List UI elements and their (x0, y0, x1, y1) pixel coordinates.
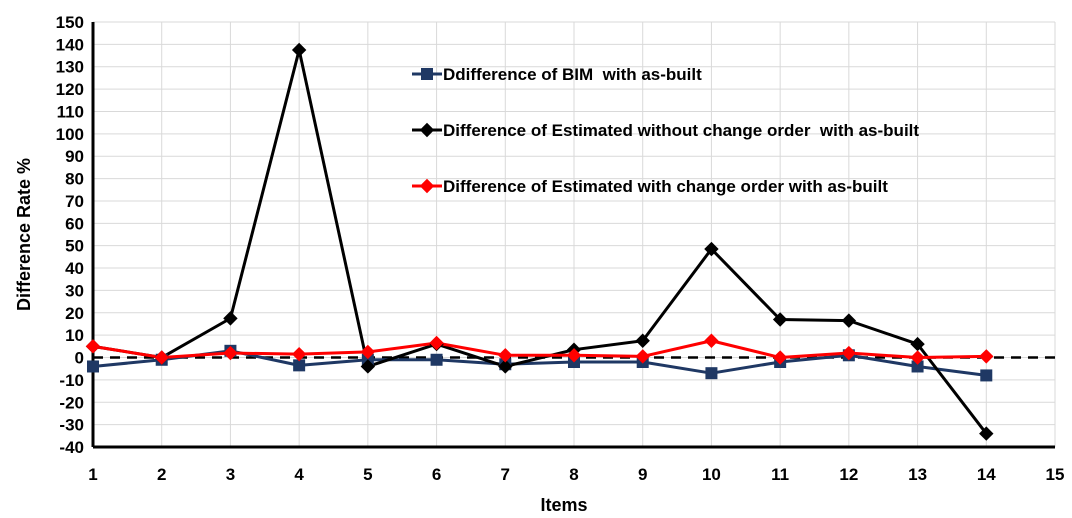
y-tick-label-10: 10 (65, 326, 84, 345)
x-tick-label-12: 12 (839, 465, 858, 484)
x-tick-label-7: 7 (501, 465, 510, 484)
data-point-bim-4 (293, 359, 306, 372)
data-point-estimated-without-change-order-14 (979, 426, 994, 441)
x-tick-label-4: 4 (294, 465, 304, 484)
data-point-estimated-with-change-order-7 (498, 348, 513, 363)
series-lines (92, 48, 988, 435)
data-point-bim-14 (980, 369, 993, 382)
data-point-estimated-with-change-order-4 (291, 346, 307, 362)
x-tick-label-13: 13 (908, 465, 927, 484)
series-line-estimated-without-change-order (92, 48, 988, 435)
data-point-estimated-with-change-order-9 (635, 349, 650, 364)
data-point-estimated-without-change-order-12 (841, 313, 857, 328)
grid-lines (92, 21, 1056, 448)
y-axis-title: Difference Rate % (14, 158, 34, 311)
series-points-estimated-with-change-order (85, 333, 994, 365)
data-point-estimated-with-change-order-5 (360, 344, 376, 360)
x-tick-label-14: 14 (977, 465, 996, 484)
data-point-estimated-without-change-order-3 (223, 311, 238, 326)
x-tick-label-15: 15 (1046, 465, 1065, 484)
y-tick-label-140: 140 (56, 35, 84, 54)
data-point-estimated-with-change-order-8 (566, 348, 582, 363)
y-tick-label-130: 130 (56, 58, 84, 77)
y-tick-label-50: 50 (65, 237, 84, 256)
y-tick-label-110: 110 (57, 102, 84, 121)
data-point-bim-10 (705, 367, 718, 380)
legend-marker-estimated-with-change-order (419, 178, 435, 194)
x-tick-label-3: 3 (226, 465, 235, 484)
y-tick-label-20: 20 (65, 304, 84, 323)
data-point-estimated-without-change-order-4 (291, 42, 307, 58)
legend-label-estimated-with-change-order: Difference of Estimated with change orde… (443, 177, 888, 196)
x-tick-label-11: 11 (771, 465, 789, 484)
y-tick-label-70: 70 (65, 192, 84, 211)
y-tick-label-150: 150 (56, 13, 84, 32)
legend-label-bim: Ddifference of BIM with as-built (443, 65, 702, 84)
x-tick-label-1: 1 (88, 465, 97, 484)
data-point-estimated-with-change-order-11 (772, 350, 788, 365)
data-point-estimated-with-change-order-14 (979, 349, 994, 364)
data-point-estimated-with-change-order-2 (154, 350, 169, 365)
y-tick-label-100: 100 (56, 125, 84, 144)
y-tick-label-0: 0 (75, 349, 84, 368)
x-axis-title: Items (540, 495, 587, 515)
data-point-estimated-without-change-order-7 (498, 359, 513, 374)
data-point-estimated-without-change-order-10 (704, 241, 719, 257)
series-points-estimated-without-change-order (85, 42, 994, 441)
axes (91, 22, 1055, 449)
data-point-bim-6 (430, 353, 443, 366)
y-tick-label--10: -10 (59, 371, 84, 390)
legend: Ddifference of BIM with as-built Differen… (412, 65, 919, 196)
data-point-estimated-without-change-order-9 (635, 333, 650, 348)
x-tick-label-8: 8 (569, 465, 578, 484)
y-tick-label--20: -20 (59, 393, 84, 412)
data-point-estimated-with-change-order-13 (910, 350, 925, 365)
y-tick-label-60: 60 (65, 214, 84, 233)
data-point-estimated-with-change-order-1 (85, 339, 101, 354)
x-tick-label-5: 5 (363, 465, 372, 484)
x-tick-label-2: 2 (157, 465, 166, 484)
data-point-bim-1 (87, 360, 99, 373)
y-tick-labels: -40 -30 -20 -10 0 10 20 30 40 50 60 70 80 90 100 110 120… (56, 13, 84, 457)
x-tick-label-10: 10 (702, 465, 721, 484)
data-point-estimated-with-change-order-12 (841, 345, 857, 361)
x-tick-labels: 1 2 3 4 5 6 7 8 9 10 11 12 13 14 15 (88, 465, 1064, 484)
legend-marker-estimated-without-change-order (419, 122, 435, 138)
data-point-estimated-without-change-order-5 (360, 359, 376, 374)
series-markers (85, 42, 994, 441)
legend-label-estimated-without-change-order: Difference of Estimated without change o… (443, 121, 919, 140)
y-tick-label-30: 30 (65, 281, 84, 300)
series-line-estimated-with-change-order (92, 339, 987, 360)
x-tick-label-6: 6 (432, 465, 441, 484)
y-tick-label--30: -30 (59, 416, 84, 435)
y-tick-label-120: 120 (56, 80, 84, 99)
data-point-estimated-without-change-order-11 (772, 312, 788, 327)
data-point-estimated-with-change-order-10 (704, 333, 719, 348)
data-point-estimated-with-change-order-6 (429, 335, 444, 351)
y-tick-label--40: -40 (59, 438, 84, 457)
data-point-estimated-with-change-order-3 (223, 345, 238, 361)
x-tick-label-9: 9 (638, 465, 647, 484)
y-tick-label-80: 80 (65, 170, 84, 189)
y-tick-label-40: 40 (65, 259, 84, 278)
legend-marker-bim (421, 68, 433, 80)
y-tick-label-90: 90 (65, 147, 84, 166)
